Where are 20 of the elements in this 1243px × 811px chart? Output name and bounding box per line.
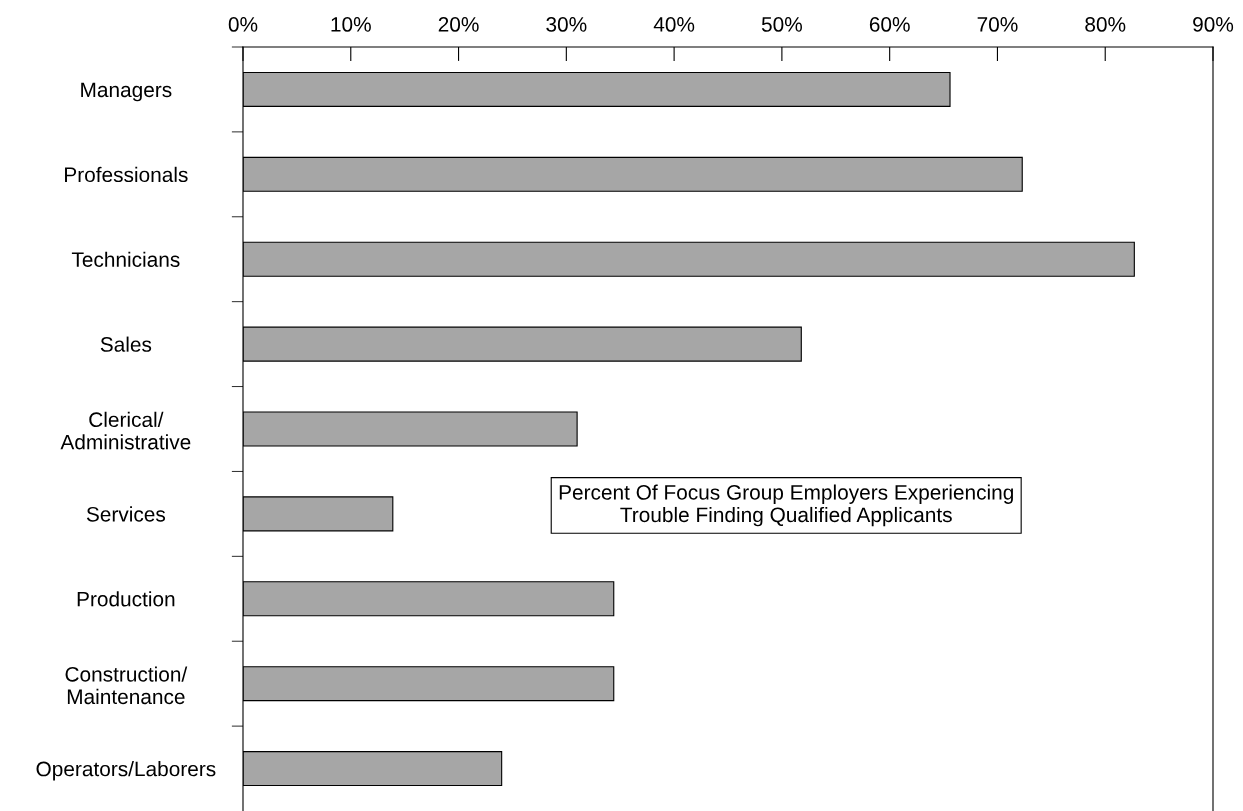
x-tick-label: 20%	[438, 17, 479, 32]
y-tick-label: Construction/ Maintenance	[65, 666, 188, 705]
x-tick-label: 80%	[1085, 17, 1126, 32]
x-tick-label: 70%	[977, 17, 1018, 32]
y-tick-label: Production	[77, 591, 175, 607]
y-tick-label: Technicians	[71, 251, 180, 267]
x-tick-label: 10%	[331, 17, 371, 32]
y-tick-label: Clerical/ Administrative	[60, 411, 191, 450]
x-tick-label: 90%	[1193, 17, 1234, 32]
x-tick-label: 40%	[653, 17, 695, 32]
x-tick-label: 0%	[228, 17, 258, 32]
y-tick-label: Services	[86, 506, 166, 522]
y-tick-label: Sales	[100, 336, 152, 352]
y-tick-label: Managers	[81, 82, 172, 102]
text: Percent Of Focus Group Employers Experiencing Trouble Finding Qualified Applicants	[559, 484, 1013, 527]
y-tick-label: Professionals	[65, 166, 188, 183]
y-tick-label: Operators/Laborers	[36, 761, 216, 781]
x-tick-label: 30%	[546, 17, 587, 32]
x-tick-label: 60%	[869, 17, 910, 32]
x-tick-label: 50%	[761, 17, 802, 32]
